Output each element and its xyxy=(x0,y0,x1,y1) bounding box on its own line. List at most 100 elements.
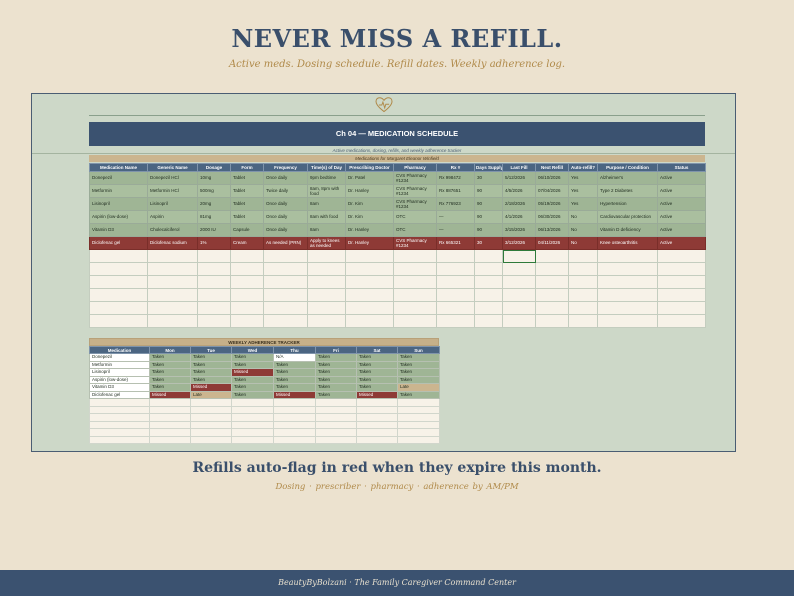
empty-cell[interactable] xyxy=(397,413,440,422)
empty-cell[interactable] xyxy=(535,301,569,315)
adherence-cell[interactable]: Missed xyxy=(149,390,191,399)
adherence-cell[interactable]: Taken xyxy=(397,353,440,362)
empty-cell[interactable] xyxy=(89,314,148,328)
column-header[interactable]: Status xyxy=(657,163,706,172)
empty-cell[interactable] xyxy=(657,314,706,328)
empty-cell[interactable] xyxy=(397,398,440,407)
empty-cell[interactable] xyxy=(436,288,475,302)
empty-cell[interactable] xyxy=(89,249,148,263)
table-cell[interactable]: Dr. Hanley xyxy=(345,184,394,198)
adherence-cell[interactable]: Taken xyxy=(356,368,398,377)
empty-cell[interactable] xyxy=(356,428,398,437)
adherence-row[interactable]: Donepezil Taken Taken Taken N/A Taken Taken Tak… xyxy=(89,353,440,362)
empty-cell[interactable] xyxy=(356,413,398,422)
empty-row[interactable] xyxy=(89,420,440,429)
adherence-cell[interactable]: Taken xyxy=(273,368,316,377)
empty-cell[interactable] xyxy=(502,262,536,276)
empty-cell[interactable] xyxy=(307,301,346,315)
adherence-cell[interactable]: Taken xyxy=(315,390,357,399)
empty-cell[interactable] xyxy=(474,275,503,289)
adherence-cell[interactable]: Taken xyxy=(231,353,274,362)
column-header[interactable]: Prescribing Doctor xyxy=(345,163,394,172)
adherence-cell[interactable]: Taken xyxy=(231,375,274,384)
table-cell[interactable]: Active xyxy=(657,210,706,224)
table-cell[interactable]: CVS Pharmacy #1234 xyxy=(393,171,437,185)
empty-cell[interactable] xyxy=(230,314,264,328)
empty-cell[interactable] xyxy=(568,275,598,289)
empty-cell[interactable] xyxy=(89,262,148,276)
empty-cell[interactable] xyxy=(502,301,536,315)
table-row[interactable]: Lisinopril Lisinopril 20mg Tablet Once daily… xyxy=(89,197,706,211)
table-cell[interactable]: 06/13/2026 xyxy=(535,223,569,237)
table-cell[interactable]: 2000 IU xyxy=(197,223,231,237)
table-cell[interactable]: Diclofenac sodium xyxy=(147,236,198,250)
adherence-cell[interactable]: Taken xyxy=(149,375,191,384)
medication-cell[interactable]: Diclofenac gel xyxy=(89,390,150,399)
empty-cell[interactable] xyxy=(393,262,437,276)
empty-cell[interactable] xyxy=(345,314,394,328)
empty-row[interactable] xyxy=(89,288,706,302)
column-header[interactable]: Thu xyxy=(273,346,316,354)
empty-cell[interactable] xyxy=(231,420,274,429)
empty-cell[interactable] xyxy=(263,262,308,276)
table-cell[interactable]: Rx 665321 xyxy=(436,236,475,250)
column-header[interactable]: Time(s) of Day xyxy=(307,163,346,172)
column-header[interactable]: Medication Name xyxy=(89,163,148,172)
empty-cell[interactable] xyxy=(263,288,308,302)
table-cell[interactable]: 1% xyxy=(197,236,231,250)
table-cell[interactable]: Metformin HCl xyxy=(147,184,198,198)
table-row[interactable]: Aspirin (low-dose) Aspirin 81mg Tablet Once … xyxy=(89,210,706,224)
table-cell[interactable]: 07/04/2026 xyxy=(535,184,569,198)
table-cell[interactable]: Tablet xyxy=(230,184,264,198)
table-cell[interactable]: As needed (PRN) xyxy=(263,236,308,250)
table-cell[interactable]: 06/10/2026 xyxy=(535,171,569,185)
table-cell[interactable]: Dr. Kim xyxy=(345,210,394,224)
empty-cell[interactable] xyxy=(231,435,274,444)
empty-row[interactable] xyxy=(89,301,706,315)
empty-cell[interactable] xyxy=(474,301,503,315)
empty-cell[interactable] xyxy=(356,420,398,429)
table-cell[interactable]: Tablet xyxy=(230,197,264,211)
table-cell[interactable]: Cholecalciferol xyxy=(147,223,198,237)
empty-cell[interactable] xyxy=(263,301,308,315)
table-cell[interactable]: Metformin xyxy=(89,184,148,198)
medication-cell[interactable]: Donepezil xyxy=(89,353,150,362)
table-cell[interactable]: 06/30/2026 xyxy=(535,210,569,224)
column-header[interactable]: Pharmacy xyxy=(393,163,437,172)
table-cell[interactable]: Aspirin xyxy=(147,210,198,224)
adherence-cell[interactable]: Taken xyxy=(149,368,191,377)
table-cell[interactable]: Yes xyxy=(568,184,598,198)
empty-cell[interactable] xyxy=(230,249,264,263)
empty-cell[interactable] xyxy=(263,314,308,328)
empty-cell[interactable] xyxy=(397,405,440,414)
empty-cell[interactable] xyxy=(307,275,346,289)
empty-cell[interactable] xyxy=(568,288,598,302)
empty-cell[interactable] xyxy=(597,262,658,276)
table-cell[interactable]: Once daily xyxy=(263,210,308,224)
empty-cell[interactable] xyxy=(597,275,658,289)
empty-cell[interactable] xyxy=(197,249,231,263)
table-cell[interactable]: Hypertension xyxy=(597,197,658,211)
empty-cell[interactable] xyxy=(345,275,394,289)
empty-cell[interactable] xyxy=(393,288,437,302)
empty-cell[interactable] xyxy=(307,314,346,328)
table-cell[interactable]: Vitamin D deficiency xyxy=(597,223,658,237)
empty-cell[interactable] xyxy=(273,405,316,414)
empty-cell[interactable] xyxy=(149,420,191,429)
empty-cell[interactable] xyxy=(89,288,148,302)
empty-cell[interactable] xyxy=(149,428,191,437)
table-cell[interactable]: 4/1/2026 xyxy=(502,210,536,224)
table-cell[interactable]: Tablet xyxy=(230,210,264,224)
adherence-cell[interactable]: Taken xyxy=(397,360,440,369)
column-header[interactable]: Purpose / Condition xyxy=(597,163,658,172)
empty-cell[interactable] xyxy=(397,435,440,444)
empty-cell[interactable] xyxy=(307,249,346,263)
table-cell[interactable]: 05/19/2026 xyxy=(535,197,569,211)
table-cell[interactable]: 8am xyxy=(307,197,346,211)
table-cell[interactable]: Cardiovascular protection xyxy=(597,210,658,224)
table-cell[interactable]: Active xyxy=(657,184,706,198)
table-cell[interactable]: 30 xyxy=(474,171,503,185)
empty-cell[interactable] xyxy=(190,435,232,444)
adherence-cell[interactable]: Missed xyxy=(190,383,232,392)
empty-cell[interactable] xyxy=(597,314,658,328)
